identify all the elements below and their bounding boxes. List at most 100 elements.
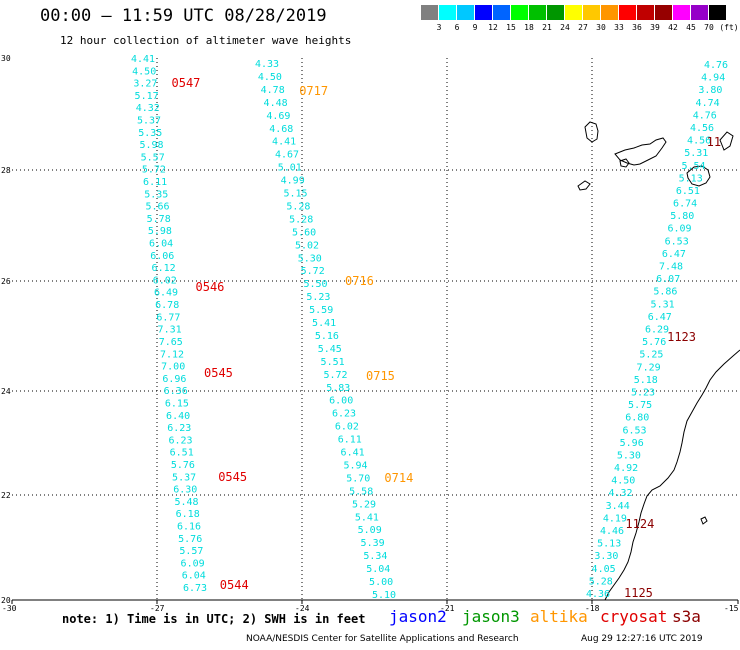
island-gran-canaria	[686, 165, 711, 187]
wave-height-value: 4.32	[136, 103, 160, 114]
wave-height-value: 4.50	[611, 476, 635, 487]
wave-height-value: 7.48	[659, 262, 683, 273]
wave-height-value: 5.72	[323, 370, 347, 381]
wave-height-value: 4.68	[269, 124, 293, 135]
wave-height-value: 5.31	[651, 299, 675, 310]
wave-height-value: 5.78	[147, 214, 171, 225]
colorbar-swatch	[637, 5, 654, 20]
colorbar-swatch	[619, 5, 636, 20]
wave-height-value: 5.70	[346, 473, 370, 484]
wave-height-value: 4.33	[255, 59, 279, 70]
wave-height-value: 5.76	[178, 534, 202, 545]
wave-height-value: 6.18	[176, 509, 200, 520]
x-tick-label: -21	[440, 604, 455, 613]
colorbar-swatch	[547, 5, 564, 20]
colorbar-label: 30	[596, 23, 606, 32]
wave-height-value: 6.53	[665, 236, 689, 247]
wave-height-value: 5.60	[292, 227, 316, 238]
wave-height-value: 5.66	[145, 202, 169, 213]
africa-coastline	[604, 349, 740, 601]
colorbar-swatch	[439, 5, 456, 20]
wave-height-value: 5.28	[286, 202, 310, 213]
wave-height-value: 5.09	[358, 525, 382, 536]
wave-height-value: 5.57	[179, 546, 203, 557]
pass-time-label: 11	[707, 135, 721, 149]
wave-height-value: 4.41	[131, 54, 155, 65]
pass-time-label: 1125	[624, 586, 653, 600]
wave-height-value: 5.13	[597, 539, 621, 550]
wave-height-value: 4.94	[701, 73, 725, 84]
wave-height-value: 6.11	[338, 435, 362, 446]
wave-height-value: 6.16	[177, 522, 201, 533]
colorbar-label: 9	[472, 23, 478, 32]
wave-height-value: 4.50	[132, 66, 156, 77]
colorbar-swatch	[529, 5, 546, 20]
x-tick-label: -15	[724, 604, 739, 613]
wave-height-value: 6.77	[156, 312, 180, 323]
wave-height-value: 5.72	[142, 165, 166, 176]
wave-height-value: 4.99	[281, 176, 305, 187]
wave-height-value: 5.58	[349, 486, 373, 497]
wave-height-value: 5.75	[628, 400, 652, 411]
wave-height-value: 5.04	[366, 564, 390, 575]
colorbar-label: 70	[704, 23, 714, 32]
satellite-track: 4.33 4.50 4.78 4.48 4.69 4.68 4.41 4.67 5.01 4.99…	[255, 59, 413, 601]
wave-height-value: 5.57	[141, 152, 165, 163]
legend-cryosat: cryosat	[600, 607, 668, 626]
wave-height-value: 3.30	[594, 551, 618, 562]
pass-time-label: 0545	[218, 470, 247, 484]
y-tick-label: 24	[1, 387, 11, 396]
wave-height-value: 5.23	[631, 388, 655, 399]
colorbar-swatch	[601, 5, 618, 20]
wave-height-value: 6.04	[149, 239, 173, 250]
colorbar-swatch	[475, 5, 492, 20]
wave-height-value: 4.05	[592, 564, 616, 575]
wave-height-value: 4.48	[264, 98, 288, 109]
wave-height-value: 5.86	[653, 287, 677, 298]
colorbar-swatch	[691, 5, 708, 20]
wave-height-value: 6.41	[341, 448, 365, 459]
wave-height-value: 6.09	[667, 224, 691, 235]
wave-height-value: 6.02	[153, 275, 177, 286]
pass-time-label: 1123	[667, 330, 696, 344]
map-title: 00:00 – 11:59 UTC 08/28/2019	[40, 6, 327, 26]
wave-height-value: 5.48	[174, 497, 198, 508]
wave-height-value: 7.00	[161, 362, 185, 373]
wave-height-value: 5.34	[363, 551, 387, 562]
wave-height-value: 5.28	[589, 576, 613, 587]
footer-credit: NOAA/NESDIS Center for Satellite Applica…	[246, 634, 519, 644]
wave-height-value: 6.49	[154, 288, 178, 299]
wave-height-value: 5.29	[352, 499, 376, 510]
wave-height-value: 5.51	[321, 357, 345, 368]
wave-height-value: 5.96	[620, 438, 644, 449]
wave-height-value: 6.15	[165, 399, 189, 410]
wave-height-value: 6.78	[155, 300, 179, 311]
wave-height-value: 6.30	[173, 485, 197, 496]
wave-height-value: 4.69	[266, 111, 290, 122]
wave-height-value: 4.78	[261, 85, 285, 96]
wave-height-value: 4.74	[696, 98, 720, 109]
wave-height-value: 5.25	[639, 350, 663, 361]
wave-height-value: 5.41	[355, 512, 379, 523]
wave-height-value: 7.65	[159, 337, 183, 348]
y-tick-label: 22	[1, 491, 11, 500]
wave-height-value: 6.51	[170, 448, 194, 459]
wave-height-value: 5.30	[298, 253, 322, 264]
wave-height-value: 4.76	[693, 110, 717, 121]
units-note: note: 1) Time is in UTC; 2) SWH is in fe…	[62, 612, 366, 626]
wave-height-value: 7.31	[158, 325, 182, 336]
wave-height-value: 6.80	[625, 413, 649, 424]
legend-jason3: jason3	[462, 607, 520, 626]
wave-height-value: 5.98	[148, 226, 172, 237]
colorbar-swatch	[421, 5, 438, 20]
colorbar-label: 36	[632, 23, 642, 32]
wave-height-value: 5.16	[315, 331, 339, 342]
legend-jason2: jason2	[389, 607, 447, 626]
footer-timestamp: Aug 29 12:27:16 UTC 2019	[581, 634, 703, 644]
pass-time-label: 0544	[220, 578, 249, 592]
wave-height-value: 4.32	[608, 488, 632, 499]
wave-height-value: 5.45	[318, 344, 342, 355]
colorbar-label: 3	[436, 23, 442, 32]
wave-height-value: 5.31	[684, 148, 708, 159]
